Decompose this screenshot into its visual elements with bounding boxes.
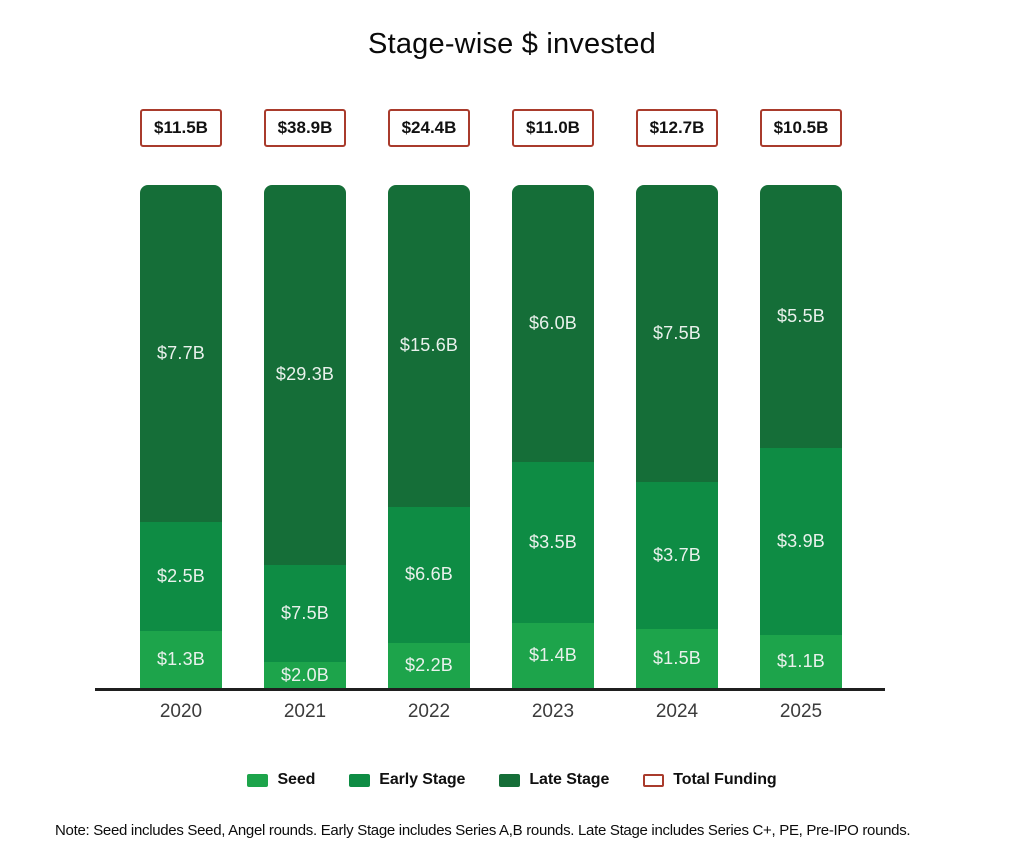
x-axis-label-2025: 2025 (779, 701, 823, 722)
segment-value-label: $6.6B (404, 564, 454, 585)
segment-value-label: $15.6B (399, 335, 459, 356)
stacked-bar-2023: $6.0B $3.5B $1.4B (512, 185, 594, 688)
segment-value-label: $1.5B (652, 647, 702, 668)
legend-swatch-late-stage-icon (499, 773, 521, 787)
segment-value-label: $29.3B (275, 364, 335, 385)
bar-segment-early-stage-2020: $2.5B (140, 521, 222, 632)
bar-segment-seed-2021: $2.0B (264, 662, 346, 688)
legend-item-late-stage: Late Stage (499, 771, 609, 789)
segment-value-label: $7.5B (652, 323, 702, 344)
bar-segment-early-stage-2022: $6.6B (388, 506, 470, 643)
legend-item-total-funding: Total Funding (643, 771, 777, 789)
footnote: Note: Seed includes Seed, Angel rounds. … (55, 822, 911, 839)
bar-segment-seed-2025: $1.1B (760, 635, 842, 688)
segment-value-label: $1.3B (156, 649, 206, 670)
stacked-bar-2021: $29.3B $7.5B $2.0B (264, 185, 346, 688)
bar-segment-late-stage-2025: $5.5B (760, 185, 842, 449)
x-axis-line (95, 688, 885, 691)
segment-value-label: $6.0B (528, 312, 578, 333)
stacked-bar-2022: $15.6B $6.6B $2.2B (388, 185, 470, 688)
bar-segment-late-stage-2024: $7.5B (636, 185, 718, 483)
x-axis-label-2024: 2024 (655, 701, 699, 722)
chart-title: Stage-wise $ invested (368, 28, 656, 60)
legend-label-total-funding: Total Funding (673, 771, 777, 788)
legend-swatch-seed-icon (247, 773, 269, 787)
x-axis-label-2020: 2020 (159, 701, 203, 722)
segment-value-label: $7.5B (280, 602, 330, 623)
total-funding-box-2020: $11.5B (140, 109, 222, 147)
segment-value-label: $3.7B (652, 544, 702, 565)
bar-segment-early-stage-2021: $7.5B (264, 564, 346, 663)
bar-segment-seed-2024: $1.5B (636, 628, 718, 688)
segment-value-label: $5.5B (776, 306, 826, 327)
segment-value-label: $1.1B (776, 651, 826, 672)
total-funding-box-2025: $10.5B (760, 109, 842, 147)
segment-value-label: $1.4B (528, 645, 578, 666)
bar-segment-late-stage-2022: $15.6B (388, 185, 470, 507)
total-funding-box-2024: $12.7B (636, 109, 718, 147)
legend-label-late-stage: Late Stage (529, 771, 610, 788)
segment-value-label: $2.5B (156, 565, 206, 586)
legend-label-seed: Seed (277, 771, 316, 788)
legend-swatch-total-funding-icon (643, 773, 665, 787)
x-axis-label-2021: 2021 (283, 701, 327, 722)
total-funding-box-2023: $11.0B (512, 109, 594, 147)
bar-segment-late-stage-2021: $29.3B (264, 185, 346, 565)
bar-segment-seed-2020: $1.3B (140, 631, 222, 688)
bar-segment-early-stage-2023: $3.5B (512, 461, 594, 624)
bar-segment-early-stage-2025: $3.9B (760, 448, 842, 636)
stacked-bar-2020: $7.7B $2.5B $1.3B (140, 185, 222, 688)
legend-item-early-stage: Early Stage (349, 771, 465, 789)
bar-segment-early-stage-2024: $3.7B (636, 482, 718, 629)
bar-segment-seed-2022: $2.2B (388, 642, 470, 688)
stacked-bar-2024: $7.5B $3.7B $1.5B (636, 185, 718, 688)
segment-value-label: $3.5B (528, 532, 578, 553)
legend-swatch-early-stage-icon (349, 773, 371, 787)
bar-segment-late-stage-2020: $7.7B (140, 185, 222, 522)
legend-item-seed: Seed (247, 771, 315, 789)
segment-value-label: $7.7B (156, 342, 206, 363)
stacked-bar-2025: $5.5B $3.9B $1.1B (760, 185, 842, 688)
total-funding-box-2022: $24.4B (388, 109, 470, 147)
bar-segment-seed-2023: $1.4B (512, 623, 594, 688)
segment-value-label: $2.2B (404, 654, 454, 675)
x-axis-label-2023: 2023 (531, 701, 575, 722)
segment-value-label: $3.9B (776, 531, 826, 552)
bar-segment-late-stage-2023: $6.0B (512, 185, 594, 462)
segment-value-label: $2.0B (280, 664, 330, 685)
x-axis-label-2022: 2022 (407, 701, 451, 722)
total-funding-box-2021: $38.9B (264, 109, 346, 147)
chart-legend: Seed Early Stage Late Stage Total Funding (0, 771, 1024, 789)
legend-label-early-stage: Early Stage (379, 771, 466, 788)
